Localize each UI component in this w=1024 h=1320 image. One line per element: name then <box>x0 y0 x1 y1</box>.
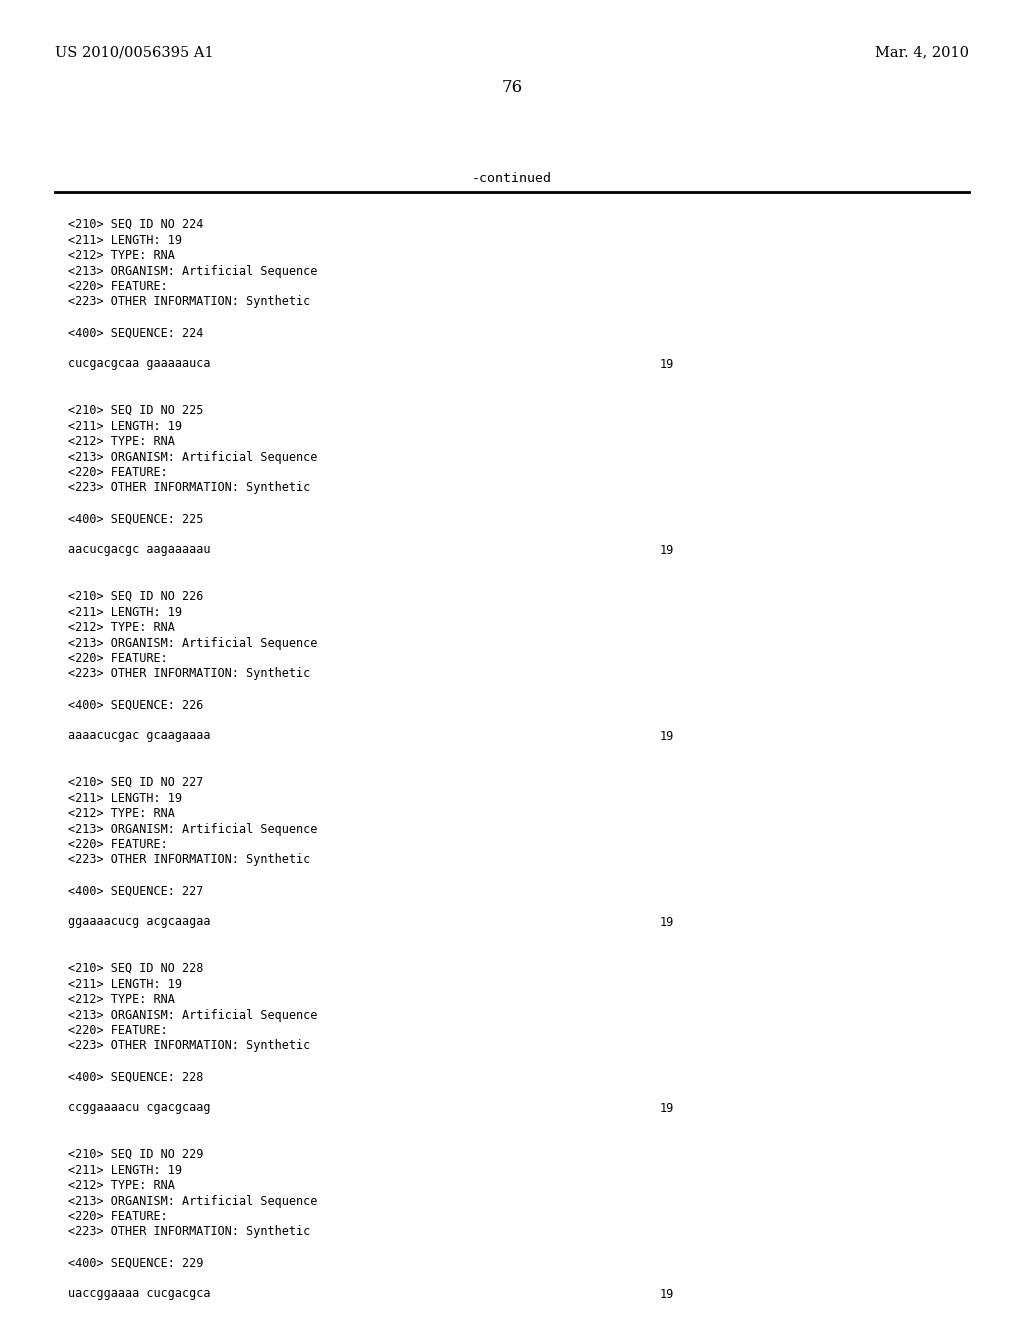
Text: <223> OTHER INFORMATION: Synthetic: <223> OTHER INFORMATION: Synthetic <box>68 1040 310 1052</box>
Text: <220> FEATURE:: <220> FEATURE: <box>68 1210 168 1224</box>
Text: <210> SEQ ID NO 227: <210> SEQ ID NO 227 <box>68 776 204 789</box>
Text: 19: 19 <box>660 1101 674 1114</box>
Text: <210> SEQ ID NO 225: <210> SEQ ID NO 225 <box>68 404 204 417</box>
Text: ggaaaacucg acgcaagaa: ggaaaacucg acgcaagaa <box>68 916 211 928</box>
Text: <213> ORGANISM: Artificial Sequence: <213> ORGANISM: Artificial Sequence <box>68 264 317 277</box>
Text: <220> FEATURE:: <220> FEATURE: <box>68 466 168 479</box>
Text: <400> SEQUENCE: 227: <400> SEQUENCE: 227 <box>68 884 204 898</box>
Text: cucgacgcaa gaaaaauca: cucgacgcaa gaaaaauca <box>68 358 211 371</box>
Text: <212> TYPE: RNA: <212> TYPE: RNA <box>68 993 175 1006</box>
Text: <212> TYPE: RNA: <212> TYPE: RNA <box>68 807 175 820</box>
Text: <220> FEATURE:: <220> FEATURE: <box>68 1024 168 1038</box>
Text: <210> SEQ ID NO 224: <210> SEQ ID NO 224 <box>68 218 204 231</box>
Text: <213> ORGANISM: Artificial Sequence: <213> ORGANISM: Artificial Sequence <box>68 1008 317 1022</box>
Text: <212> TYPE: RNA: <212> TYPE: RNA <box>68 249 175 261</box>
Text: <210> SEQ ID NO 226: <210> SEQ ID NO 226 <box>68 590 204 603</box>
Text: 19: 19 <box>660 358 674 371</box>
Text: aaaacucgac gcaagaaaa: aaaacucgac gcaagaaaa <box>68 730 211 742</box>
Text: <400> SEQUENCE: 226: <400> SEQUENCE: 226 <box>68 698 204 711</box>
Text: <400> SEQUENCE: 224: <400> SEQUENCE: 224 <box>68 326 204 339</box>
Text: <213> ORGANISM: Artificial Sequence: <213> ORGANISM: Artificial Sequence <box>68 636 317 649</box>
Text: <223> OTHER INFORMATION: Synthetic: <223> OTHER INFORMATION: Synthetic <box>68 854 310 866</box>
Text: <211> LENGTH: 19: <211> LENGTH: 19 <box>68 792 182 804</box>
Text: <223> OTHER INFORMATION: Synthetic: <223> OTHER INFORMATION: Synthetic <box>68 668 310 681</box>
Text: <220> FEATURE:: <220> FEATURE: <box>68 838 168 851</box>
Text: <210> SEQ ID NO 228: <210> SEQ ID NO 228 <box>68 962 204 975</box>
Text: <220> FEATURE:: <220> FEATURE: <box>68 280 168 293</box>
Text: <223> OTHER INFORMATION: Synthetic: <223> OTHER INFORMATION: Synthetic <box>68 296 310 309</box>
Text: <400> SEQUENCE: 225: <400> SEQUENCE: 225 <box>68 512 204 525</box>
Text: <211> LENGTH: 19: <211> LENGTH: 19 <box>68 420 182 433</box>
Text: 76: 76 <box>502 79 522 96</box>
Text: <400> SEQUENCE: 229: <400> SEQUENCE: 229 <box>68 1257 204 1270</box>
Text: <210> SEQ ID NO 229: <210> SEQ ID NO 229 <box>68 1148 204 1162</box>
Text: <212> TYPE: RNA: <212> TYPE: RNA <box>68 436 175 447</box>
Text: aacucgacgc aagaaaaau: aacucgacgc aagaaaaau <box>68 544 211 557</box>
Text: US 2010/0056395 A1: US 2010/0056395 A1 <box>55 45 214 59</box>
Text: Mar. 4, 2010: Mar. 4, 2010 <box>874 45 969 59</box>
Text: 19: 19 <box>660 916 674 928</box>
Text: <213> ORGANISM: Artificial Sequence: <213> ORGANISM: Artificial Sequence <box>68 1195 317 1208</box>
Text: 19: 19 <box>660 544 674 557</box>
Text: <213> ORGANISM: Artificial Sequence: <213> ORGANISM: Artificial Sequence <box>68 822 317 836</box>
Text: <211> LENGTH: 19: <211> LENGTH: 19 <box>68 606 182 619</box>
Text: <211> LENGTH: 19: <211> LENGTH: 19 <box>68 1163 182 1176</box>
Text: 19: 19 <box>660 730 674 742</box>
Text: -continued: -continued <box>472 172 552 185</box>
Text: <223> OTHER INFORMATION: Synthetic: <223> OTHER INFORMATION: Synthetic <box>68 1225 310 1238</box>
Text: <223> OTHER INFORMATION: Synthetic: <223> OTHER INFORMATION: Synthetic <box>68 482 310 495</box>
Text: <213> ORGANISM: Artificial Sequence: <213> ORGANISM: Artificial Sequence <box>68 450 317 463</box>
Text: 19: 19 <box>660 1287 674 1300</box>
Text: <211> LENGTH: 19: <211> LENGTH: 19 <box>68 978 182 990</box>
Text: <211> LENGTH: 19: <211> LENGTH: 19 <box>68 234 182 247</box>
Text: <400> SEQUENCE: 228: <400> SEQUENCE: 228 <box>68 1071 204 1084</box>
Text: <212> TYPE: RNA: <212> TYPE: RNA <box>68 1179 175 1192</box>
Text: uaccggaaaa cucgacgca: uaccggaaaa cucgacgca <box>68 1287 211 1300</box>
Text: <212> TYPE: RNA: <212> TYPE: RNA <box>68 620 175 634</box>
Text: ccggaaaacu cgacgcaag: ccggaaaacu cgacgcaag <box>68 1101 211 1114</box>
Text: <220> FEATURE:: <220> FEATURE: <box>68 652 168 665</box>
